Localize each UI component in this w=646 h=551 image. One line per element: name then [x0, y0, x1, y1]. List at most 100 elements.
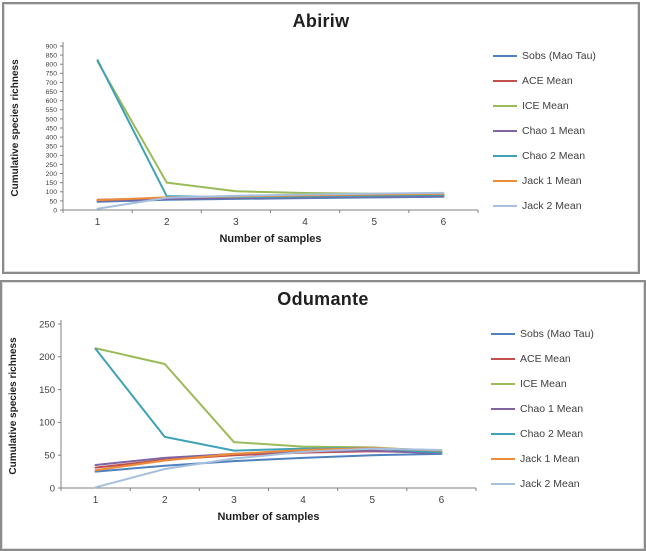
- y-axis-tick-label: 750: [46, 71, 58, 78]
- legend-label: Sobs (Mao Tau): [520, 328, 594, 340]
- y-axis-title: Cumulative species richness: [8, 337, 19, 475]
- y-axis-tick-label: 100: [39, 418, 55, 429]
- legend-item-chao-2-mean: Chao 2 Mean: [493, 150, 635, 162]
- x-axis-tick-label: 3: [231, 495, 237, 506]
- legend-line-swatch: [493, 130, 517, 132]
- series-line-chao-2-mean: [96, 59, 445, 199]
- x-axis-tick-label: 5: [371, 217, 377, 228]
- legend-item-sobs-mao-tau: Sobs (Mao Tau): [491, 328, 633, 340]
- series-line-ice-mean: [94, 347, 443, 453]
- legend-line-swatch: [491, 483, 515, 485]
- legend-label: Chao 1 Mean: [520, 403, 584, 415]
- series-line-ice-mean: [96, 60, 445, 196]
- legend-line-swatch: [491, 358, 515, 360]
- legend-item-chao-1-mean: Chao 1 Mean: [493, 125, 635, 137]
- legend-line-swatch: [491, 333, 515, 335]
- y-axis-tick-label: 0: [50, 483, 55, 494]
- series-line-sobs-mao-tau: [94, 452, 443, 473]
- y-axis-tick-label: 250: [46, 162, 58, 169]
- y-axis-tick-label: 600: [46, 98, 58, 105]
- legend-item-jack-1-mean: Jack 1 Mean: [491, 453, 633, 465]
- x-axis-tick-label: 3: [233, 217, 239, 228]
- y-axis-tick-label: 650: [46, 89, 58, 96]
- legend-label: Sobs (Mao Tau): [522, 50, 596, 62]
- legend-item-ice-mean: ICE Mean: [491, 378, 633, 390]
- legend-label: Jack 2 Mean: [520, 478, 580, 490]
- chart-body-abiriw: 0 50 100 150 200 250 300 350 400 450 500 550 600 650 7…: [4, 32, 638, 256]
- chart-body-odumante: 0 50 100 150 200 250 1 2 3 4 5 6 Number of samples Cu…: [2, 310, 644, 534]
- odumante-chart-panel: Odumante 0 50 100 150 200 250 1 2 3 4 5 6 Number of …: [0, 280, 646, 551]
- y-axis-tick-label: 150: [46, 180, 58, 187]
- legend-label: Jack 2 Mean: [522, 200, 582, 212]
- legend-line-swatch: [493, 55, 517, 57]
- x-axis-tick-label: 1: [93, 495, 99, 506]
- y-axis-tick-label: 800: [46, 62, 58, 69]
- x-axis-tick-label: 4: [300, 495, 306, 506]
- y-axis-tick-label: 500: [46, 116, 58, 123]
- legend-line-swatch: [491, 458, 515, 460]
- series-line-jack-2-mean: [94, 447, 443, 489]
- y-axis-tick-label: 350: [46, 144, 58, 151]
- legend-label: ACE Mean: [522, 75, 573, 87]
- x-axis-tick-label: 6: [441, 217, 447, 228]
- y-axis-tick-label: 850: [46, 52, 58, 59]
- y-axis-tick-label: 200: [39, 352, 55, 363]
- legend-label: ICE Mean: [522, 100, 569, 112]
- x-axis-title: Number of samples: [219, 233, 321, 245]
- y-axis-tick-label: 150: [39, 385, 55, 396]
- legend-line-swatch: [493, 80, 517, 82]
- legend-item-jack-2-mean: Jack 2 Mean: [491, 478, 633, 490]
- legend-item-ace-mean: ACE Mean: [491, 353, 633, 365]
- y-axis-tick-label: 50: [44, 451, 55, 462]
- legend-line-swatch: [491, 408, 515, 410]
- legend-item-jack-2-mean: Jack 2 Mean: [493, 200, 635, 212]
- series-line-chao-2-mean: [94, 347, 443, 454]
- chart-title-odumante: Odumante: [277, 289, 369, 309]
- y-axis-tick-label: 400: [46, 134, 58, 141]
- y-axis-tick-label: 50: [49, 198, 57, 205]
- x-axis-tick-label: 2: [162, 495, 168, 506]
- legend-line-swatch: [493, 155, 517, 157]
- y-axis-tick-label: 250: [39, 319, 55, 330]
- y-axis-tick-label: 300: [46, 153, 58, 160]
- y-axis-tick-label: 550: [46, 107, 58, 114]
- x-axis-tick-label: 5: [369, 495, 375, 506]
- x-axis-tick-label: 1: [95, 217, 101, 228]
- legend-line-swatch: [491, 433, 515, 435]
- odumante-legend: Sobs (Mao Tau) ACE Mean ICE Mean Chao 1 Mea…: [491, 328, 633, 490]
- abiriw-chart-panel: Abiriw 0 50 100 150 200 250 300 350 400 450 500 550…: [2, 2, 640, 274]
- legend-label: ACE Mean: [520, 353, 571, 365]
- legend-line-swatch: [491, 383, 515, 385]
- x-axis-tick-label: 6: [439, 495, 445, 506]
- legend-line-swatch: [493, 180, 517, 182]
- x-axis-tick-label: 2: [164, 217, 170, 228]
- abiriw-plot-area: 0 50 100 150 200 250 300 350 400 450 500 550 600 650 7…: [10, 42, 479, 245]
- series-line-jack-2-mean: [96, 191, 445, 210]
- chart-title-abiriw: Abiriw: [292, 11, 350, 31]
- legend-label: Chao 1 Mean: [522, 125, 586, 137]
- legend-item-sobs-mao-tau: Sobs (Mao Tau): [493, 50, 635, 62]
- legend-label: Chao 2 Mean: [520, 428, 584, 440]
- x-axis-tick-label: 4: [302, 217, 308, 228]
- legend-item-chao-2-mean: Chao 2 Mean: [491, 428, 633, 440]
- y-axis-title: Cumulative species richness: [10, 59, 21, 197]
- abiriw-legend: Sobs (Mao Tau) ACE Mean ICE Mean Chao 1 Mea…: [493, 50, 635, 212]
- y-axis-tick-label: 100: [46, 189, 58, 196]
- legend-line-swatch: [493, 205, 517, 207]
- y-axis-tick-label: 700: [46, 80, 58, 87]
- legend-item-jack-1-mean: Jack 1 Mean: [493, 175, 635, 187]
- y-axis-tick-label: 450: [46, 125, 58, 132]
- legend-item-ice-mean: ICE Mean: [493, 100, 635, 112]
- legend-label: Jack 1 Mean: [522, 175, 582, 187]
- y-axis-tick-label: 900: [46, 43, 58, 50]
- x-axis-title: Number of samples: [217, 511, 319, 523]
- legend-item-chao-1-mean: Chao 1 Mean: [491, 403, 633, 415]
- legend-label: Jack 1 Mean: [520, 453, 580, 465]
- legend-line-swatch: [493, 105, 517, 107]
- y-axis-tick-label: 200: [46, 171, 58, 178]
- y-axis-tick-label: 0: [53, 207, 57, 214]
- legend-label: Chao 2 Mean: [522, 150, 586, 162]
- odumante-plot-area: 0 50 100 150 200 250 1 2 3 4 5 6 Number of samples Cu…: [8, 319, 477, 523]
- legend-label: ICE Mean: [520, 378, 567, 390]
- legend-item-ace-mean: ACE Mean: [493, 75, 635, 87]
